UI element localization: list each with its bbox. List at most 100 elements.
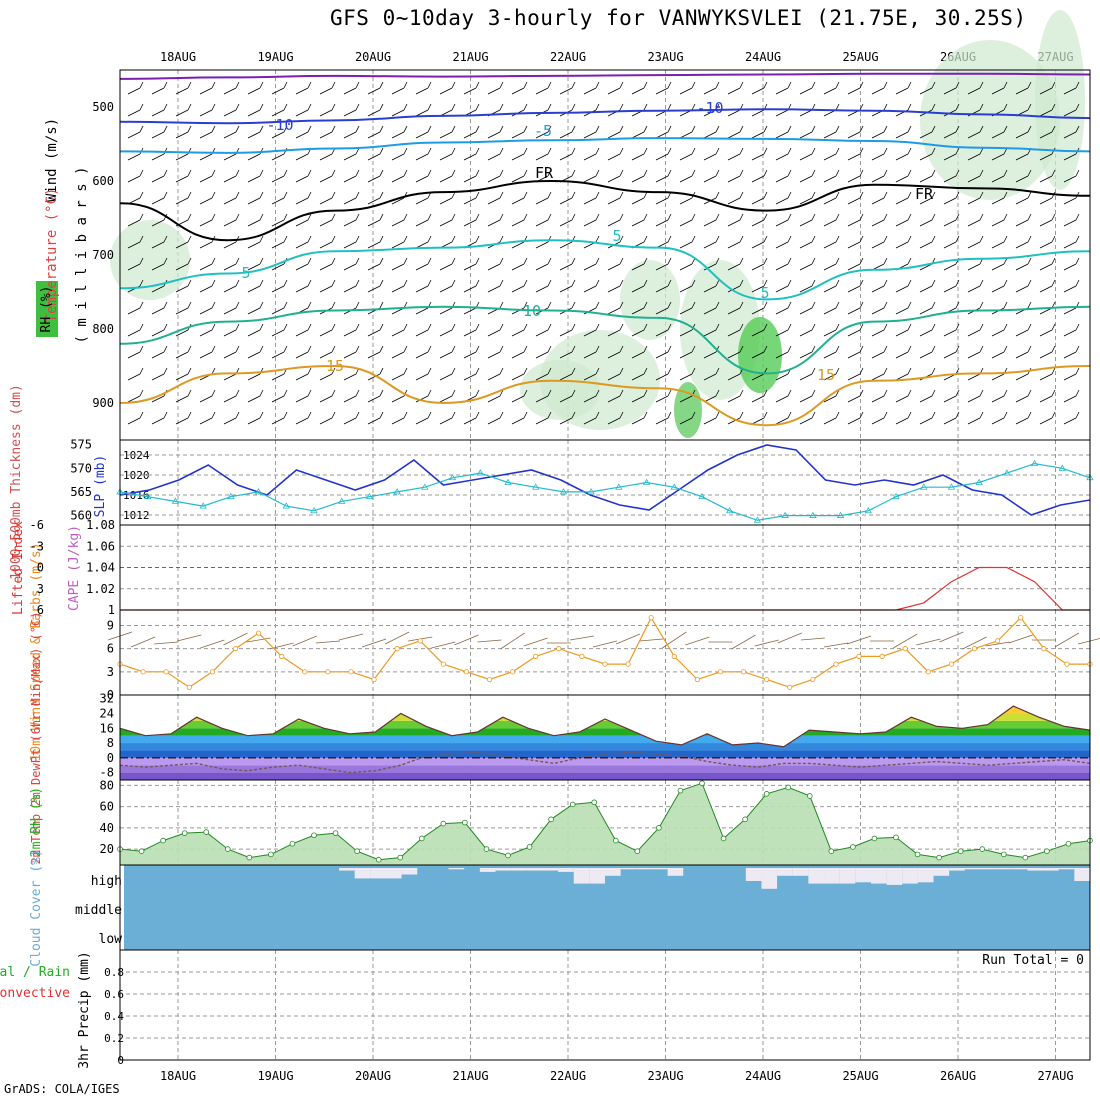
wind-barb	[355, 125, 360, 133]
wind-barb	[307, 367, 312, 375]
wind-barb	[355, 301, 360, 309]
wind-barb	[367, 175, 381, 183]
rh-legend-swatch	[36, 281, 58, 337]
rh2m-point	[828, 848, 835, 854]
wind-barb	[367, 351, 381, 359]
wind-barb	[931, 367, 936, 375]
wind-barb	[835, 147, 840, 155]
wind10m-point	[971, 646, 978, 652]
wind-barb	[1063, 87, 1077, 95]
wind-barb	[907, 125, 912, 133]
wind-barb	[607, 417, 621, 425]
wind-barb	[175, 285, 189, 293]
wind-barb	[859, 389, 864, 397]
wind-barb	[739, 81, 744, 89]
wind-barb	[187, 169, 192, 177]
wind-barb	[199, 241, 213, 249]
wind-barb	[307, 169, 312, 177]
wind-barb	[967, 395, 981, 403]
wind-barb	[967, 373, 981, 381]
wind-barb	[511, 153, 525, 161]
temp-ytick: 24	[100, 706, 114, 720]
wind10m-barb	[1054, 632, 1080, 648]
wind-barb	[475, 323, 480, 331]
wind-barb	[655, 307, 669, 315]
wind10m-barb	[384, 631, 410, 645]
wind-barb	[943, 197, 957, 205]
wind-barb	[475, 389, 480, 397]
wind-barb	[811, 147, 816, 155]
wind-barb	[919, 395, 933, 403]
wind-barb	[175, 241, 189, 249]
wind-barb	[775, 175, 789, 183]
wind-barb	[655, 197, 669, 205]
wind-barb	[811, 323, 816, 331]
cloud-high-gap	[917, 868, 934, 883]
wind-barb	[667, 81, 672, 89]
wind-barb	[199, 285, 213, 293]
wind-barb	[487, 263, 501, 271]
cloud-high-gap	[667, 868, 684, 876]
wind-barb	[307, 389, 312, 397]
wind-barb	[727, 351, 741, 359]
wind-barb	[859, 147, 864, 155]
wind-barb	[499, 367, 504, 375]
wind-barb	[139, 411, 144, 419]
wind-barb	[355, 103, 360, 111]
wind-barb	[247, 109, 261, 117]
wind-barb	[619, 147, 624, 155]
wind10m-point	[186, 684, 192, 690]
wind-barb	[943, 87, 957, 95]
wind-barb	[271, 109, 285, 117]
wind-barb	[127, 219, 141, 227]
wind-barb	[1063, 373, 1077, 381]
wind-barb	[799, 373, 813, 381]
wind-barb	[1027, 103, 1032, 111]
wind-barb	[751, 395, 765, 403]
wind-barb	[919, 197, 933, 205]
wind-barb	[655, 263, 669, 271]
wind-barb	[943, 417, 957, 425]
wind-barb	[343, 285, 357, 293]
wind-barb	[835, 169, 840, 177]
wind-barb	[1027, 345, 1032, 353]
wind-barb	[799, 153, 813, 161]
date-label-bottom: 24AUG	[745, 1069, 781, 1083]
panel-frame	[119, 439, 1091, 526]
cloud-high-gap	[589, 868, 605, 884]
wind-barb	[751, 197, 765, 205]
wind-barb	[847, 351, 861, 359]
wind-barb	[763, 411, 768, 419]
wind-barb	[1075, 279, 1080, 287]
wind-barb	[391, 351, 405, 359]
wind-barb	[871, 131, 885, 139]
wind-barb	[979, 279, 984, 287]
wind-barb	[1063, 351, 1077, 359]
wind-barb	[823, 219, 837, 227]
rh2m-point	[483, 846, 490, 852]
wind10m-point	[510, 669, 516, 675]
wind-barb	[571, 147, 576, 155]
rh2m-ytick: 20	[100, 842, 114, 856]
wind-barb	[1063, 263, 1077, 271]
wind-barb	[859, 213, 864, 221]
rh2m-point	[677, 787, 684, 794]
thickness-point	[532, 483, 540, 490]
wind-barb	[475, 125, 480, 133]
wind-barb	[991, 219, 1005, 227]
wind10m-barb	[939, 631, 964, 643]
wind-barb	[751, 329, 765, 337]
wind-barb	[187, 367, 192, 375]
wind-barb	[331, 279, 336, 287]
rh2m-point	[224, 846, 231, 852]
cloud-high-gap	[777, 868, 793, 876]
wind-barb	[631, 373, 645, 381]
wind-barb	[1051, 213, 1056, 221]
wind-barb	[331, 213, 336, 221]
wind-barb	[1063, 307, 1077, 315]
wind-barb	[739, 279, 744, 287]
lifted-index-ytick: 6	[37, 603, 44, 617]
wind10m-barb	[246, 637, 271, 643]
wind-barb	[379, 323, 384, 331]
thickness-point	[559, 488, 568, 495]
